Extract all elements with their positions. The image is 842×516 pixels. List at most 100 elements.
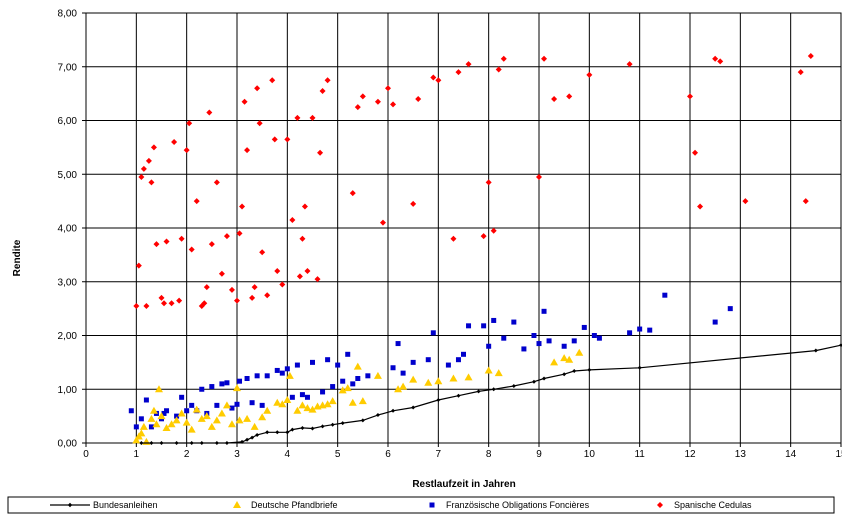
data-point [464, 373, 473, 381]
data-point [586, 71, 593, 78]
data-point [839, 343, 842, 348]
legend: Bundesanleihen Deutsche Pfandbriefe Franzö… [7, 496, 835, 514]
data-point [199, 386, 205, 392]
data-point [274, 367, 280, 373]
data-point [235, 416, 244, 424]
data-point [348, 398, 357, 406]
data-point [501, 335, 507, 341]
y-tick-label: 6,00 [58, 116, 78, 127]
data-point [279, 281, 286, 288]
data-point [330, 384, 336, 390]
data-point [349, 190, 356, 197]
data-point [145, 157, 152, 164]
data-point [278, 400, 287, 408]
x-tick-label: 7 [436, 449, 442, 460]
data-point [465, 61, 472, 68]
data-point [485, 179, 492, 186]
data-point [285, 430, 290, 435]
data-point [202, 412, 211, 420]
data-point [541, 55, 548, 62]
data-point [183, 147, 190, 154]
data-point [456, 393, 461, 398]
data-point [249, 400, 255, 406]
data-point [299, 392, 305, 398]
data-point [587, 367, 592, 372]
data-point [481, 323, 487, 329]
data-point [294, 362, 300, 368]
data-point [259, 402, 265, 408]
data-point [692, 149, 699, 156]
x-tick-label: 12 [684, 449, 696, 460]
data-point [511, 384, 516, 389]
data-point [430, 74, 437, 81]
data-point [147, 414, 156, 422]
data-point [184, 408, 190, 414]
data-point [425, 357, 431, 363]
data-point [243, 414, 252, 422]
data-point [258, 413, 267, 421]
data-point [174, 413, 180, 419]
series-1 [132, 348, 584, 445]
x-tick-label: 1 [134, 449, 140, 460]
data-point [304, 394, 310, 400]
data-point [596, 335, 602, 341]
data-point [240, 439, 245, 444]
data-point [400, 370, 406, 376]
data-point [143, 397, 149, 403]
data-point [301, 203, 308, 210]
data-point [239, 203, 246, 210]
data-point [152, 420, 161, 428]
data-point [375, 413, 380, 418]
data-point [455, 69, 462, 76]
data-point [712, 55, 719, 62]
data-point [223, 233, 230, 240]
x-tick-label: 14 [785, 449, 797, 460]
data-point [415, 96, 422, 102]
data-point [385, 85, 391, 92]
data-point [304, 268, 311, 274]
data-point [355, 376, 361, 381]
data-point [345, 351, 351, 357]
legend-item: Spanische Cedulas [657, 500, 752, 510]
data-point [495, 66, 502, 73]
legend-label: Spanische Cedulas [674, 500, 752, 510]
y-tick-label: 1,00 [58, 385, 78, 396]
data-point [133, 302, 140, 309]
data-point [148, 424, 154, 430]
y-tick-label: 0,00 [58, 439, 78, 450]
data-point [222, 401, 231, 409]
data-point [140, 165, 147, 172]
legend-item: Französische Obligations Foncières [429, 500, 590, 510]
legend-item: Bundesanleihen [50, 500, 158, 510]
legend-item: Deutsche Pfandbriefe [233, 500, 338, 510]
data-point [562, 372, 567, 377]
data-point [797, 69, 804, 76]
data-point [484, 366, 493, 374]
data-point [298, 401, 307, 409]
data-point [279, 370, 285, 376]
data-point [241, 98, 248, 105]
data-point [182, 418, 191, 426]
data-point [138, 173, 145, 180]
data-point [157, 412, 166, 420]
x-tick-label: 10 [584, 449, 596, 460]
data-point [541, 308, 547, 314]
data-point [294, 114, 301, 121]
data-point [511, 319, 517, 325]
data-point [128, 408, 134, 414]
data-point [255, 432, 260, 437]
data-point [561, 343, 567, 349]
data-point [536, 173, 542, 180]
data-point [164, 408, 170, 414]
data-point [410, 359, 416, 365]
data-point [647, 327, 653, 333]
data-point [133, 424, 139, 430]
data-point [149, 406, 158, 414]
data-point [566, 93, 573, 100]
data-point [293, 406, 302, 414]
data-point [269, 77, 276, 84]
data-point [328, 397, 337, 405]
data-point [379, 219, 386, 226]
data-point [320, 389, 326, 395]
legend-label: Deutsche Pfandbriefe [251, 500, 338, 510]
